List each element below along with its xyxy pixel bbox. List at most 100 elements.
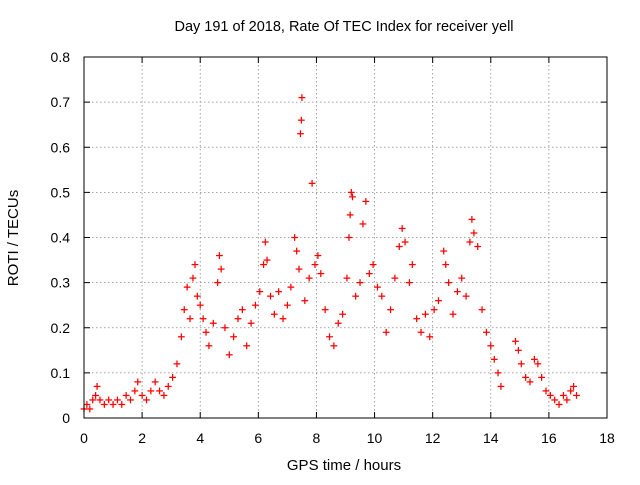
x-tick-label: 10	[367, 430, 383, 446]
data-point-plus	[305, 274, 313, 282]
data-point-plus	[573, 392, 580, 399]
data-point-plus	[189, 274, 197, 282]
data-point-plus	[147, 387, 155, 395]
data-point-plus	[138, 392, 146, 399]
data-point-plus	[83, 401, 91, 408]
data-point-plus	[349, 193, 356, 201]
data-point-plus	[406, 279, 413, 287]
data-point-plus	[225, 351, 233, 359]
data-point-plus	[339, 310, 346, 318]
data-point-plus	[517, 360, 525, 368]
data-point-plus	[308, 179, 316, 187]
data-point-plus	[391, 274, 399, 282]
data-point-plus	[466, 238, 474, 246]
data-point-plus	[352, 292, 360, 300]
data-point-plus	[497, 383, 505, 390]
chart-title: Day 191 of 2018, Rate Of TEC Index for r…	[174, 19, 513, 35]
tick-layer: 0 2 4 6 8 10 12 14 16 18 0 0.1 0.2 0.3 0.4 0.5 0.6 0.7 0.8	[51, 49, 615, 446]
data-point-plus	[570, 383, 577, 390]
x-tick-label: 0	[80, 430, 88, 446]
data-point-plus	[453, 288, 461, 296]
data-point-plus	[365, 270, 373, 277]
data-point-plus	[297, 116, 305, 124]
data-point-plus	[191, 261, 199, 268]
data-point-plus	[546, 392, 554, 399]
data-point-plus	[326, 333, 333, 341]
data-point-plus	[478, 306, 486, 314]
x-tick-label: 6	[254, 430, 262, 446]
data-point-plus	[369, 261, 377, 268]
y-axis-title: ROTI / TECUs	[5, 190, 22, 286]
data-point-plus	[252, 301, 259, 309]
data-point-plus	[92, 392, 100, 399]
y-tick-label: 0.2	[51, 320, 71, 336]
data-point-plus	[283, 301, 291, 309]
data-point-plus	[359, 220, 367, 228]
data-point-plus	[295, 265, 303, 273]
data-point-plus	[534, 360, 542, 368]
data-point-plus	[334, 319, 342, 327]
data-point-plus	[468, 216, 476, 223]
data-point-plus	[301, 297, 309, 305]
data-point-plus	[180, 306, 188, 314]
data-point-plus	[263, 256, 271, 264]
data-point-plus	[490, 355, 498, 363]
data-point-plus	[462, 292, 470, 300]
data-point-plus	[362, 198, 370, 205]
data-point-plus	[127, 396, 134, 404]
data-point-plus	[169, 373, 177, 381]
x-tick-label: 2	[138, 430, 146, 446]
data-point-plus	[215, 252, 223, 259]
data-point-plus	[151, 378, 159, 386]
data-point-plus	[118, 401, 126, 408]
data-point-plus	[109, 401, 117, 408]
x-axis-title: GPS time / hours	[287, 457, 401, 474]
x-tick-label: 14	[483, 430, 499, 446]
data-point-plus	[551, 396, 559, 404]
data-point-plus	[202, 328, 210, 336]
y-tick-label: 0.7	[51, 94, 71, 110]
data-point-plus	[209, 319, 217, 327]
data-point-plus	[183, 283, 191, 291]
data-point-plus	[401, 238, 409, 246]
y-tick-label: 0.4	[51, 230, 71, 246]
data-point-plus	[205, 342, 213, 350]
data-point-plus	[247, 319, 255, 327]
data-point-plus	[470, 229, 478, 237]
data-points-layer	[80, 94, 580, 413]
data-point-plus	[298, 94, 306, 102]
data-point-plus	[387, 306, 394, 314]
data-point-plus	[275, 288, 283, 296]
data-point-plus	[196, 301, 204, 309]
data-point-plus	[260, 261, 267, 268]
x-tick-label: 16	[541, 430, 557, 446]
data-point-plus	[398, 225, 406, 232]
data-point-plus	[526, 378, 534, 386]
data-point-plus	[221, 324, 229, 332]
data-point-plus	[487, 342, 495, 350]
data-point-plus	[378, 292, 386, 300]
data-point-plus	[449, 310, 457, 318]
data-point-plus	[530, 355, 538, 363]
data-point-plus	[408, 261, 416, 268]
x-tick-label: 12	[425, 430, 441, 446]
data-point-plus	[374, 283, 381, 291]
data-point-plus	[86, 405, 94, 413]
data-point-plus	[321, 306, 329, 314]
data-point-plus	[193, 292, 201, 300]
data-point-plus	[445, 279, 453, 287]
x-tick-label: 8	[313, 430, 321, 446]
data-point-plus	[422, 310, 429, 318]
data-point-plus	[89, 396, 97, 404]
data-point-plus	[199, 315, 207, 323]
data-point-plus	[382, 328, 390, 336]
data-point-plus	[114, 396, 121, 404]
data-point-plus	[164, 383, 172, 390]
data-point-plus	[345, 234, 353, 241]
data-point-plus	[542, 387, 550, 395]
data-point-plus	[100, 401, 108, 408]
data-point-plus	[261, 238, 269, 246]
data-point-plus	[267, 292, 274, 300]
data-point-plus	[105, 396, 113, 404]
